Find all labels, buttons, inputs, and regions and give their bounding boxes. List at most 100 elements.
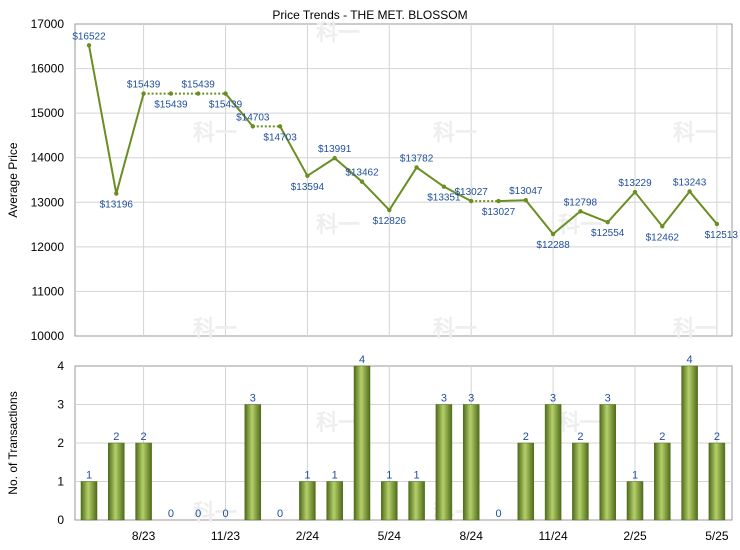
price-point: [441, 184, 447, 189]
price-value-label: $12462: [646, 232, 680, 243]
transaction-bar: [681, 365, 698, 521]
price-point: [305, 173, 310, 179]
watermark-glyph: 科一: [433, 316, 477, 341]
transaction-bar: [599, 404, 616, 521]
price-y-tick-label: 13000: [31, 195, 65, 209]
price-value-label: $13782: [400, 153, 434, 164]
x-tick-label: 5/25: [705, 529, 729, 543]
transaction-count-label: 3: [468, 393, 474, 405]
transaction-count-label: 2: [659, 431, 665, 443]
price-line-segment: [498, 199, 526, 203]
price-point: [168, 91, 174, 96]
price-value-label: $13047: [509, 186, 543, 197]
x-tick-label: 11/23: [211, 529, 240, 543]
x-tick-label: 5/24: [378, 529, 402, 543]
transaction-bar: [462, 404, 480, 521]
transaction-bar: [517, 442, 535, 521]
transaction-count-label: 1: [304, 470, 310, 482]
price-line: $16522$13196$15439$15439$15439$15439$147…: [72, 31, 738, 251]
watermark-glyph: 科一: [193, 120, 237, 145]
price-line-segment: [279, 125, 309, 177]
price-value-label: $12826: [373, 216, 407, 227]
price-point: [196, 91, 201, 96]
price-line-segment: [688, 190, 718, 225]
transaction-count-label: 2: [523, 431, 529, 443]
x-tick-label: 8/24: [460, 529, 484, 543]
transaction-count-label: 3: [605, 393, 611, 405]
transaction-bar: [381, 481, 398, 521]
transaction-count-label: 0: [277, 508, 283, 520]
transaction-count-label: 0: [222, 508, 228, 520]
price-value-label: $13351: [427, 193, 461, 204]
watermark-glyph: 科一: [558, 410, 602, 435]
transactions-y-tick-label: 0: [57, 513, 64, 527]
transaction-count-label: 2: [141, 431, 147, 443]
price-line-segment: [525, 199, 554, 235]
price-value-label: $12513: [705, 230, 739, 241]
price-line-segment: [88, 45, 118, 194]
transaction-bar: [80, 481, 98, 521]
transaction-bar: [435, 404, 453, 521]
transactions-y-axis-label: No. of Transactions: [6, 391, 20, 494]
price-line-segment: [606, 191, 636, 223]
price-value-label: $14703: [263, 132, 297, 143]
price-y-tick-label: 11000: [32, 284, 65, 298]
price-line-segment: [416, 166, 445, 188]
price-point: [523, 197, 528, 203]
transaction-count-label: 4: [687, 354, 693, 366]
price-line-segment: [580, 210, 609, 224]
price-value-label: $13196: [100, 200, 134, 211]
price-line-segment: [443, 185, 472, 202]
transaction-bar: [626, 481, 644, 521]
watermark-glyph: 科一: [673, 120, 717, 145]
axes: 1700016000150001400013000120001100010000…: [31, 17, 729, 543]
price-y-tick-label: 15000: [31, 106, 65, 120]
transaction-bar: [135, 442, 152, 521]
price-point: [714, 221, 720, 227]
watermark-glyph: 科一: [316, 410, 360, 435]
price-point: [250, 124, 255, 129]
transaction-count-label: 4: [359, 354, 365, 366]
price-value-label: $15439: [127, 80, 161, 91]
transaction-bar: [326, 481, 343, 521]
price-y-tick-label: 14000: [31, 151, 65, 165]
transaction-count-label: 1: [86, 470, 92, 482]
price-line-segment: [661, 190, 691, 227]
gridlines: [75, 24, 732, 520]
x-tick-label: 2/25: [623, 529, 647, 543]
price-point: [632, 189, 638, 195]
watermark-glyph: 科一: [316, 20, 360, 45]
x-tick-label: 11/24: [539, 529, 568, 543]
price-value-label: $13027: [482, 207, 516, 218]
price-value-label: $13243: [673, 177, 707, 188]
chart-title: Price Trends - THE MET. BLOSSOM: [272, 8, 467, 22]
watermark-glyph: 科一: [673, 316, 717, 341]
price-value-label: $13027: [455, 187, 489, 198]
price-line-segment: [634, 191, 664, 227]
price-point: [550, 231, 556, 237]
price-line-segment: [334, 157, 363, 183]
price-line-segment: [224, 92, 254, 128]
price-value-label: $15439: [182, 80, 216, 91]
transaction-count-label: 0: [168, 508, 174, 520]
price-point: [496, 198, 501, 204]
price-line-segment: [115, 93, 145, 194]
transactions-y-tick-label: 4: [57, 359, 64, 373]
transaction-count-label: 3: [441, 393, 447, 405]
transaction-count-label: 2: [714, 431, 720, 443]
transaction-bar: [108, 442, 125, 521]
price-point: [223, 91, 228, 96]
price-point: [660, 224, 665, 229]
transaction-bar: [299, 481, 316, 521]
transaction-count-label: 1: [414, 470, 420, 482]
price-y-tick-label: 17000: [31, 17, 65, 31]
watermark-glyph: 科一: [433, 120, 477, 145]
price-point: [578, 209, 583, 214]
price-value-label: $12288: [536, 240, 570, 251]
price-y-axis-label: Average Price: [6, 142, 20, 217]
transaction-bar: [544, 404, 562, 521]
transaction-count-label: 0: [195, 508, 201, 520]
price-y-tick-label: 10000: [31, 329, 65, 343]
